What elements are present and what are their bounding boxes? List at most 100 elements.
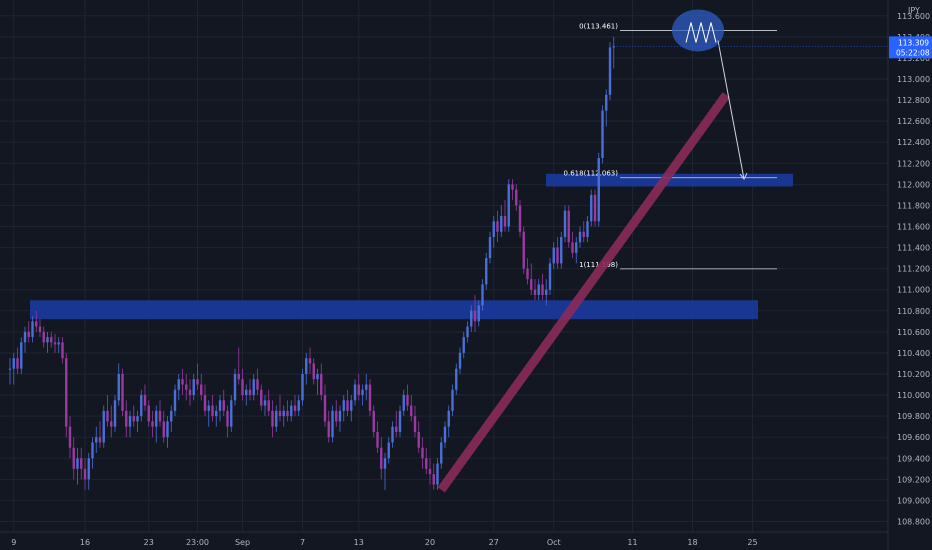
candle (425, 447, 428, 475)
candle-body (346, 400, 349, 411)
candle-body (35, 321, 38, 327)
pattern-zigzag (685, 22, 717, 43)
candle (440, 437, 443, 469)
candle (80, 447, 83, 480)
candle-body (526, 268, 529, 280)
candle (297, 395, 300, 417)
candle-body (95, 437, 98, 443)
candle (117, 363, 120, 406)
candle (488, 231, 492, 264)
candle (605, 89, 608, 127)
candle-body (601, 110, 604, 159)
candle-body (530, 279, 533, 290)
projection-group (613, 9, 888, 181)
candle (357, 373, 360, 401)
candle-body (305, 358, 308, 374)
candle (155, 405, 158, 443)
candle (391, 421, 394, 448)
time-tick-label: Oct (547, 538, 561, 547)
candle-body (241, 379, 244, 396)
price-axis[interactable]: 108.800 109.000 109.200 109.400 109.600 109.8… (887, 0, 930, 550)
candle-body (237, 373, 240, 380)
candle-body (462, 337, 465, 353)
candle-body (170, 410, 173, 422)
price-tick-label: 111.000 (897, 286, 930, 295)
candle (125, 400, 128, 438)
price-tick-label: 109.600 (897, 433, 930, 442)
candle-body (455, 368, 458, 390)
candle-body (72, 447, 75, 469)
currency-label: JPY (907, 6, 920, 15)
candle-body (507, 184, 510, 227)
candle (571, 231, 574, 259)
candle-body (211, 405, 214, 417)
candle (368, 379, 372, 417)
candle (312, 358, 315, 385)
candle (72, 437, 75, 480)
candle-body (410, 405, 413, 417)
time-tick-label: 27 (489, 538, 499, 547)
candle (170, 405, 173, 432)
time-tick-label: 23 (144, 538, 154, 547)
candle-body (443, 426, 447, 443)
candle (365, 373, 368, 401)
candle-body (608, 47, 612, 95)
price-tick-label: 110.800 (897, 307, 930, 316)
candle (65, 352, 68, 438)
support-resistance-zone (30, 300, 758, 320)
candle (526, 258, 529, 285)
candle (530, 263, 533, 295)
projection-arrow-line (717, 40, 745, 180)
candle (31, 316, 34, 343)
candle-body (425, 458, 428, 469)
candle-body (518, 205, 522, 232)
candle (166, 416, 169, 448)
candle (492, 215, 495, 248)
candle (496, 210, 499, 243)
candle (548, 258, 552, 295)
candle (590, 189, 593, 227)
candle (470, 305, 473, 332)
candle (173, 384, 177, 417)
candle-body (53, 342, 57, 345)
price-badge-box (889, 36, 932, 59)
candle (83, 458, 87, 490)
candle (361, 384, 364, 406)
candle (61, 337, 64, 364)
candle (350, 395, 353, 422)
price-tick-label: 110.400 (897, 349, 930, 358)
candle-body (140, 395, 143, 417)
candle-body (233, 373, 237, 401)
time-tick-label: 9 (11, 538, 16, 547)
candle-body (395, 426, 398, 432)
candle-body (155, 410, 158, 427)
time-tick-label: 25 (747, 538, 757, 547)
projection-arrow-head (739, 172, 748, 181)
candle-body (110, 421, 113, 427)
candle-body (323, 395, 327, 422)
candle-body (552, 247, 555, 264)
time-axis[interactable]: 9 16 23 23:00 Sep 7 13 20 27 Oct 11 18 25 (0, 531, 888, 547)
candle (376, 421, 379, 453)
candle (248, 379, 252, 401)
candle (271, 400, 274, 438)
candle-body (226, 410, 229, 427)
candle (552, 242, 555, 269)
candle-body (368, 384, 372, 411)
candle-body (80, 458, 83, 469)
candle-body (436, 463, 439, 485)
candle-body (252, 379, 255, 396)
candle-body (192, 379, 195, 396)
candle (50, 331, 53, 348)
candle-body (12, 358, 15, 369)
candle (578, 226, 582, 248)
candle-body (278, 410, 282, 417)
candle (417, 421, 420, 453)
candle-body (511, 184, 514, 190)
candle (541, 273, 544, 301)
candle-body (8, 368, 12, 370)
candle (458, 347, 462, 374)
candle (233, 368, 237, 406)
